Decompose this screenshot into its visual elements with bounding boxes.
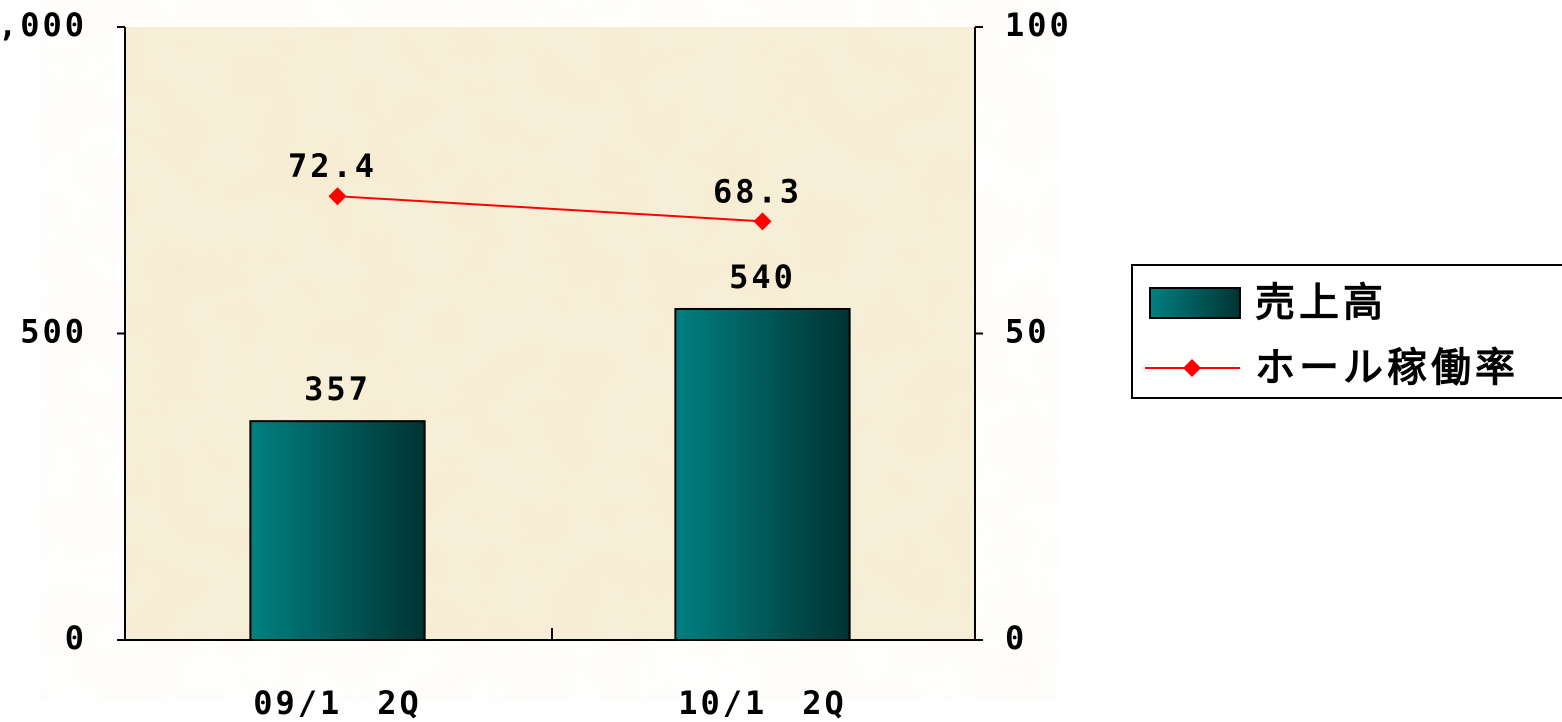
y2-tick-label: 0 xyxy=(1005,619,1027,657)
x-tick-label: 10/1 2Q xyxy=(678,684,847,722)
legend-label: 売上高 xyxy=(1255,280,1387,326)
line-marker xyxy=(328,187,347,206)
x-tick-label: 09/1 2Q xyxy=(253,684,422,722)
y-tick-label: 0 xyxy=(65,619,87,657)
y2-tick-label: 50 xyxy=(1005,313,1050,351)
line xyxy=(337,195,763,223)
legend-marker xyxy=(1183,359,1201,377)
legend-swatch xyxy=(1149,287,1241,319)
bar xyxy=(674,307,851,641)
y2-tick-label: 100 xyxy=(1005,6,1072,44)
data-label: 540 xyxy=(729,258,796,296)
data-label: 357 xyxy=(304,370,371,408)
line-marker xyxy=(753,212,772,231)
bar xyxy=(249,420,426,641)
legend-label: ホール稼働率 xyxy=(1255,345,1519,391)
y-tick-label: 1,000 xyxy=(0,6,87,44)
data-label: 72.4 xyxy=(288,147,377,185)
y-tick-label: 500 xyxy=(20,313,87,351)
data-label: 68.3 xyxy=(713,172,802,210)
